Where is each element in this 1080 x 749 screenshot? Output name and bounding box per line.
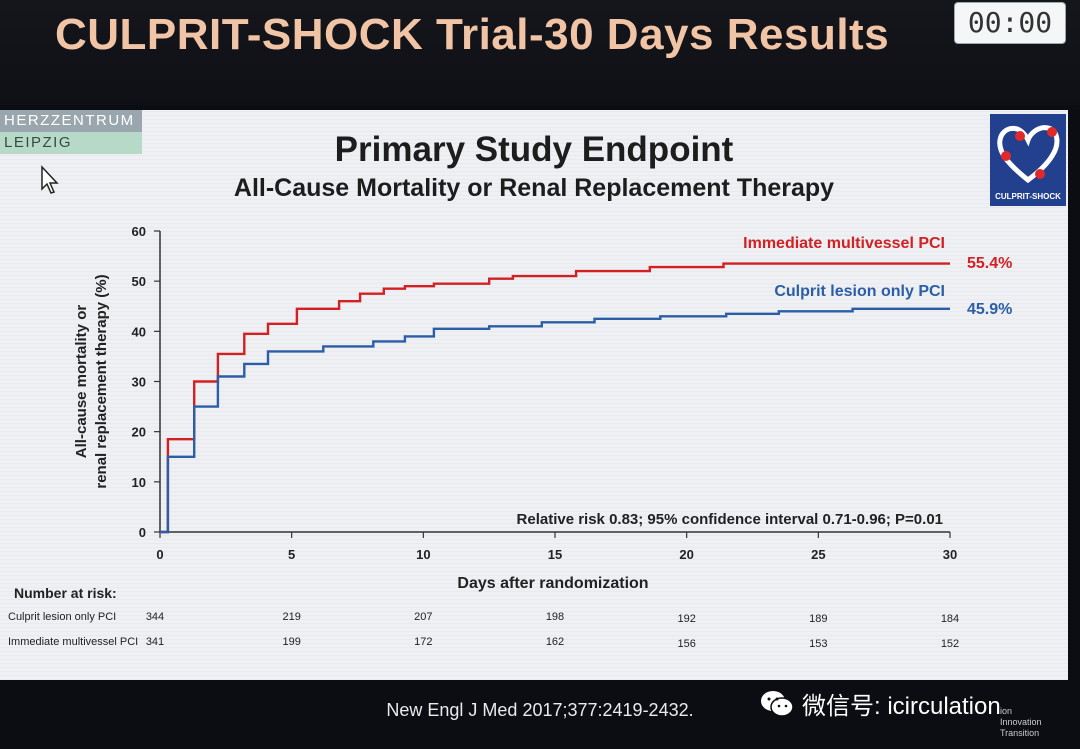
risk-value: 184 bbox=[941, 613, 959, 625]
risk-value: 153 bbox=[809, 638, 827, 650]
x-tick-label: 25 bbox=[811, 547, 825, 562]
watermark-small-2: Innovation bbox=[1000, 717, 1042, 727]
logo-line-1: HERZZENTRUM bbox=[0, 110, 142, 132]
watermark-small-3: Transition bbox=[1000, 728, 1040, 738]
x-tick-label: 15 bbox=[548, 547, 562, 562]
risk-value: 156 bbox=[677, 638, 695, 650]
herzzentrum-logo: HERZZENTRUM LEIPZIG bbox=[0, 110, 142, 154]
series-label-immediate: Immediate multivessel PCI bbox=[743, 235, 945, 252]
series-label-culprit: Culprit lesion only PCI bbox=[774, 283, 945, 300]
watermark-text: 微信号: icirculation bbox=[802, 693, 1001, 720]
slide-title: Primary Study Endpoint bbox=[334, 130, 734, 169]
risk-value: 189 bbox=[809, 613, 827, 625]
y-tick-label: 30 bbox=[132, 375, 146, 390]
citation: New Engl J Med 2017;377:2419-2432. bbox=[386, 700, 694, 720]
y-tick-label: 60 bbox=[132, 224, 146, 239]
y-tick-label: 40 bbox=[132, 324, 146, 339]
y-axis-label-line: All-cause mortality or bbox=[73, 305, 90, 459]
y-tick-label: 10 bbox=[132, 475, 146, 490]
risk-value: 207 bbox=[414, 611, 432, 623]
x-tick-label: 5 bbox=[288, 547, 295, 562]
timer-display: 00:00 bbox=[954, 2, 1066, 44]
header-bar: CULPRIT-SHOCK Trial-30 Days Results 00:0… bbox=[0, 0, 1080, 105]
slide-panel: HERZZENTRUM LEIPZIG CULPRIT-SHOCK Primar… bbox=[0, 110, 1068, 680]
risk-value: 198 bbox=[546, 611, 564, 623]
culprit-shock-logo: CULPRIT-SHOCK bbox=[990, 114, 1066, 206]
stats-annotation: Relative risk 0.83; 95% confidence inter… bbox=[517, 511, 943, 528]
page-title: CULPRIT-SHOCK Trial-30 Days Results bbox=[55, 10, 890, 59]
mouse-pointer-icon bbox=[40, 165, 60, 200]
risk-value: 341 bbox=[146, 636, 164, 648]
series-line-culprit bbox=[160, 307, 950, 534]
risk-row-label: Immediate multivessel PCI bbox=[8, 636, 138, 648]
logo-caption: CULPRIT-SHOCK bbox=[995, 192, 1061, 201]
end-label-immediate: 55.4% bbox=[967, 255, 1012, 272]
risk-value: 219 bbox=[282, 611, 300, 623]
y-tick-label: 0 bbox=[139, 525, 146, 540]
x-axis-label: Days after randomization bbox=[457, 575, 648, 592]
number-at-risk-heading: Number at risk: bbox=[14, 585, 117, 601]
heart-logo-icon bbox=[997, 125, 1060, 184]
x-tick-label: 20 bbox=[679, 547, 693, 562]
series-line-immediate bbox=[160, 262, 950, 534]
y-tick-label: 20 bbox=[132, 425, 146, 440]
risk-value: 192 bbox=[677, 613, 695, 625]
logo-line-2: LEIPZIG bbox=[0, 132, 142, 154]
x-tick-label: 30 bbox=[943, 547, 957, 562]
risk-value: 152 bbox=[941, 638, 959, 650]
slide-subtitle: All-Cause Mortality or Renal Replacement… bbox=[233, 174, 835, 202]
watermark: 微信号: icirculation bbox=[760, 686, 1001, 721]
risk-value: 172 bbox=[414, 636, 432, 648]
risk-value: 344 bbox=[146, 611, 164, 623]
risk-value: 199 bbox=[282, 636, 300, 648]
y-axis-label-line: renal replacement therapy (%) bbox=[93, 274, 110, 488]
risk-value: 162 bbox=[546, 636, 564, 648]
wechat-icon bbox=[761, 690, 794, 717]
watermark-small: ion Innovation Transition bbox=[1000, 706, 1042, 739]
end-label-culprit: 45.9% bbox=[967, 301, 1012, 318]
risk-row-label: Culprit lesion only PCI bbox=[8, 611, 116, 623]
x-tick-label: 0 bbox=[156, 547, 163, 562]
y-tick-label: 50 bbox=[132, 274, 146, 289]
watermark-small-1: ion bbox=[1000, 706, 1013, 716]
x-tick-label: 10 bbox=[416, 547, 430, 562]
